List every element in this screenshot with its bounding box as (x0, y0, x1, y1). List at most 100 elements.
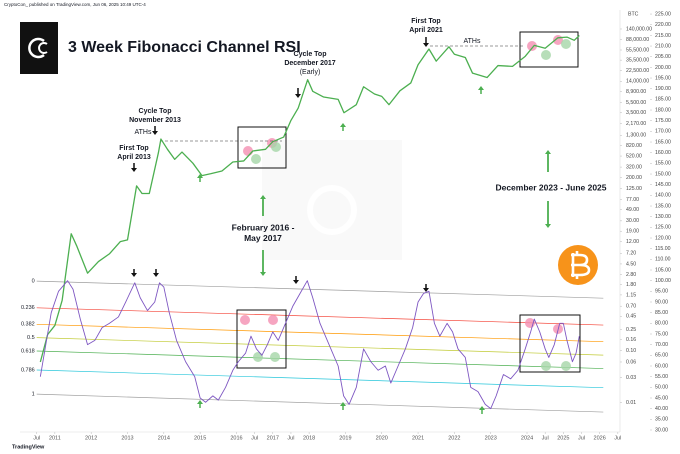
watermark-ring (307, 185, 357, 235)
price-line (39, 35, 580, 363)
y2-tick-label: 30.00 (655, 427, 668, 433)
arrow-head (131, 273, 137, 277)
x-tick-label: 2016 (230, 435, 242, 441)
y-tick-label: 2.80 (626, 272, 636, 278)
x-tick-label: Jul (614, 435, 621, 441)
arrow-head (423, 288, 429, 292)
annotation: ATHs (464, 38, 481, 45)
y2-tick-label: 40.00 (655, 406, 668, 412)
annotation: February 2016 - (232, 222, 295, 232)
annotation: November 2013 (129, 117, 181, 124)
annotation: First Top (119, 145, 148, 152)
y2-tick-label: 180.00 (655, 107, 671, 113)
arrow-head (340, 123, 346, 127)
y-tick-label: 0.25 (626, 327, 636, 333)
arrow-head (340, 402, 346, 406)
y-tick-label: 2,170.00 (626, 121, 646, 127)
y-tick-label: 8,900.00 (626, 89, 646, 95)
axis-label: BTC (628, 11, 639, 17)
fib-level-line (36, 337, 604, 356)
y-tick-label: 0.03 (626, 375, 636, 381)
x-tick-label: 2020 (376, 435, 388, 441)
y2-tick-label: 45.00 (655, 395, 668, 401)
y-tick-label: 1.15 (626, 292, 636, 298)
y2-tick-label: 160.00 (655, 150, 671, 156)
arrow-head (153, 273, 159, 277)
highlight-dot (561, 361, 571, 371)
highlight-dot (561, 39, 571, 49)
highlight-dot (271, 142, 281, 152)
arrow-head (293, 280, 299, 284)
y2-tick-label: 185.00 (655, 97, 671, 103)
y2-tick-label: 170.00 (655, 129, 671, 135)
y2-tick-label: 80.00 (655, 321, 668, 327)
arrow-head (479, 406, 485, 410)
x-tick-label: 2024 (521, 435, 533, 441)
highlight-dot (240, 315, 250, 325)
y2-tick-label: 75.00 (655, 331, 668, 337)
y-tick-label: 0.70 (626, 304, 636, 310)
x-tick-label: 2014 (158, 435, 170, 441)
arrow-head (131, 168, 137, 172)
y2-tick-label: 145.00 (655, 182, 671, 188)
y-tick-label: 0.06 (626, 359, 636, 365)
y2-tick-label: 115.00 (655, 246, 671, 252)
y-tick-label: 1,300.00 (626, 133, 646, 139)
y2-tick-label: 140.00 (655, 193, 671, 199)
arrow-head (197, 174, 203, 178)
fib-level-line (36, 280, 604, 299)
fib-level-line (36, 323, 604, 343)
highlight-dot (251, 154, 261, 164)
x-tick-label: 2023 (485, 435, 497, 441)
arrow-head (152, 131, 158, 135)
fib-level-line (36, 350, 604, 369)
annotation: April 2021 (409, 27, 443, 34)
x-tick-label: 2015 (194, 435, 206, 441)
y2-tick-label: 210.00 (655, 43, 671, 49)
y2-tick-label: 130.00 (655, 214, 671, 220)
highlight-box (236, 309, 287, 369)
fib-level-label: 0.382 (21, 322, 35, 328)
y2-tick-label: 95.00 (655, 289, 668, 295)
annotation: December 2023 - June 2025 (495, 182, 606, 192)
annotation: April 2013 (117, 154, 151, 161)
y-tick-label: 5,500.00 (626, 100, 646, 106)
arrow-head (545, 150, 551, 154)
highlight-dot (541, 50, 551, 60)
annotation: First Top (411, 18, 440, 25)
y2-tick-label: 120.00 (655, 235, 671, 241)
y-tick-label: 3,500.00 (626, 110, 646, 116)
x-tick-label: Jul (251, 435, 258, 441)
x-tick-label: Jul (542, 435, 549, 441)
chart-title: 3 Week Fibonacci Channel RSI (68, 39, 301, 56)
y2-tick-label: 90.00 (655, 299, 668, 305)
highlight-dot (253, 352, 263, 362)
highlight-dot (527, 41, 537, 51)
highlight-dot (243, 146, 253, 156)
y2-tick-label: 65.00 (655, 353, 668, 359)
x-tick-label: 2019 (339, 435, 351, 441)
y-tick-label: 1.80 (626, 282, 636, 288)
annotation: Cycle Top (139, 108, 172, 115)
x-tick-label: Jul (287, 435, 294, 441)
y2-tick-label: 215.00 (655, 33, 671, 39)
y-tick-label: 77.00 (626, 197, 639, 203)
fib-level-line (36, 393, 604, 413)
annotation: ATHs (135, 129, 152, 136)
y-tick-label: 19.00 (626, 229, 639, 235)
fib-level-label: 0 (32, 279, 35, 285)
fib-level-label: 1 (32, 392, 35, 398)
y-tick-label: 125.00 (626, 186, 642, 192)
y2-tick-label: 55.00 (655, 374, 668, 380)
y-tick-label: 0.45 (626, 314, 636, 320)
footer: TradingView (12, 444, 45, 450)
y2-tick-label: 85.00 (655, 310, 668, 316)
x-tick-label: 2018 (303, 435, 315, 441)
y2-tick-label: 205.00 (655, 54, 671, 60)
y-tick-label: 320.00 (626, 164, 642, 170)
y-tick-label: 520.00 (626, 153, 642, 159)
y-tick-label: 35,500.00 (626, 58, 649, 64)
x-tick-label: 2011 (49, 435, 61, 441)
x-tick-label: 2017 (267, 435, 279, 441)
